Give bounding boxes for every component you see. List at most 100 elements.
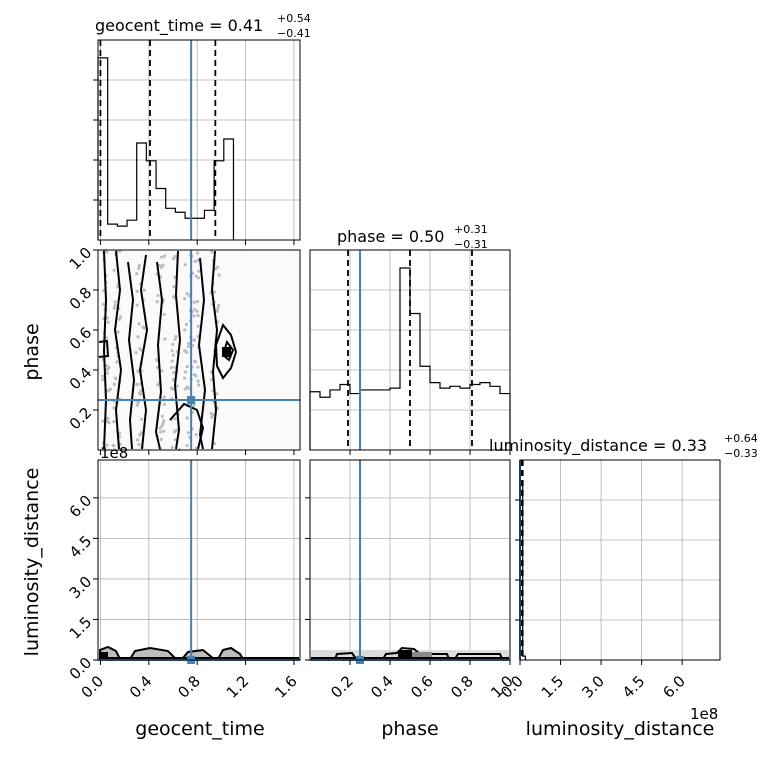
- sample-point-95: [216, 304, 221, 308]
- sample-point-144: [105, 371, 109, 375]
- contour-line-9: [214, 322, 238, 380]
- panel-hist-phase-frame: [309, 249, 511, 451]
- sample-point-107: [160, 369, 164, 373]
- title-luminosity-distance-plus: +0.64: [724, 432, 758, 445]
- sample-point-30: [197, 383, 201, 387]
- x-axis-label-phase: phase: [381, 718, 438, 740]
- sample-point-40: [105, 443, 109, 447]
- sample-point-186: [135, 382, 139, 386]
- sample-point-181: [187, 341, 191, 346]
- sample-point-198: [195, 309, 199, 313]
- sample-point-47: [210, 250, 214, 254]
- sample-point-70: [192, 300, 196, 304]
- sample-point-204: [175, 384, 179, 388]
- sample-point-105: [113, 300, 117, 304]
- p20-ytick-label-2: 3.0: [66, 573, 96, 603]
- sample-point-162: [134, 350, 138, 355]
- sample-point-141: [183, 370, 188, 374]
- contour-line-12: [169, 402, 205, 450]
- panel-2d-distance-geocent-time-ticks: 0.0 0.4 0.8 1.2 1.60.01.53.04.56.0: [66, 491, 301, 701]
- contour-line-1: [102, 250, 108, 450]
- p20-xtick-label-1: 0.4: [126, 672, 156, 702]
- sample-point-120: [101, 302, 105, 306]
- sample-point-171: [159, 265, 164, 269]
- panel-hist-luminosity-distance: 0.0 1.5 3.0 4.5 6.0: [497, 459, 721, 702]
- sample-point-94: [193, 359, 197, 363]
- title-phase-plus: +0.31: [454, 223, 488, 236]
- sample-point-239: [215, 309, 219, 313]
- panel-hist-luminosity-distance-ticks: 0.0 1.5 3.0 4.5 6.0: [497, 499, 689, 702]
- density-contours: [98, 250, 238, 450]
- sample-point-149: [186, 431, 190, 435]
- sample-point-109: [185, 364, 189, 369]
- contour-line-4: [138, 254, 149, 450]
- sample-point-248: [106, 389, 110, 393]
- sample-point-98: [140, 417, 144, 421]
- p20-ytick-label-4: 6.0: [66, 491, 96, 521]
- x-axis-label-geocent-time: geocent_time: [135, 718, 264, 740]
- sample-point-246: [197, 269, 201, 273]
- panel-2d-distance-phase-frame: [309, 459, 511, 661]
- sample-point-156: [173, 417, 177, 421]
- sample-point-155: [159, 437, 163, 442]
- geocent-time-quantile-lines: [99, 40, 217, 240]
- sample-point-77: [183, 328, 187, 332]
- sample-point-73: [113, 376, 117, 380]
- panel-hist-luminosity-distance-frame: [519, 459, 721, 661]
- sample-point-74: [135, 272, 139, 276]
- p20-xtick-label-3: 1.2: [223, 672, 253, 702]
- sample-point-42: [136, 369, 140, 373]
- sample-point-140: [174, 334, 178, 339]
- sample-point-5: [185, 292, 189, 296]
- sample-point-216: [102, 289, 106, 293]
- contour-line-2: [113, 250, 123, 450]
- sample-point-146: [137, 263, 141, 268]
- sample-point-0: [104, 336, 108, 340]
- sample-point-160: [105, 316, 109, 320]
- sample-point-184: [101, 419, 105, 423]
- panel-hist-geocent-time: [93, 39, 301, 245]
- sample-point-218: [137, 322, 141, 326]
- distance-phase-peak: [398, 650, 412, 659]
- p21-xtick-label-3: 0.8: [447, 672, 477, 702]
- sample-point-106: [137, 266, 141, 271]
- sample-point-215: [212, 290, 216, 294]
- sample-point-154: [141, 325, 145, 329]
- panel-2d-distance-geocent-time: 0.0 0.4 0.8 1.2 1.60.01.53.04.56.0: [66, 459, 301, 702]
- sample-point-150: [196, 379, 200, 383]
- title-geocent-time: geocent_time = 0.41 +0.54 −0.41: [95, 12, 311, 40]
- title-luminosity-distance-minus: −0.33: [724, 447, 758, 460]
- sample-point-10: [135, 438, 140, 442]
- sample-point-21: [183, 263, 187, 267]
- panel-2d-distance-phase-grid: [310, 460, 511, 661]
- sample-point-233: [111, 443, 115, 447]
- sample-point-27: [158, 430, 163, 434]
- sample-point-134: [196, 324, 200, 328]
- sample-point-101: [185, 444, 189, 448]
- sample-point-253: [185, 385, 189, 389]
- panel-2d-distance-geocent-time-grid: [98, 460, 300, 661]
- p10-ytick-label-1: 0.4: [66, 364, 96, 394]
- sample-point-174: [194, 374, 198, 378]
- sample-point-118: [192, 403, 196, 407]
- title-luminosity-distance: luminosity_distance = 0.33 +0.64 −0.33: [489, 432, 758, 460]
- p10-ytick-label-2: 0.6: [66, 324, 96, 354]
- y-axis-label-phase: phase: [21, 323, 43, 380]
- sample-point-51: [162, 395, 166, 399]
- sample-point-185: [112, 382, 116, 386]
- sample-point-217: [116, 330, 120, 334]
- sample-point-234: [136, 335, 140, 339]
- distance-phase-shade: [412, 652, 432, 659]
- panel-hist-phase: [309, 249, 511, 455]
- panel-2d-phase-geocent-time: 0.2 0.4 0.6 0.8 1.0: [66, 244, 301, 455]
- sample-point-45: [182, 376, 187, 380]
- sample-point-28: [169, 365, 174, 370]
- sample-point-99: [160, 414, 164, 418]
- sample-point-152: [101, 378, 105, 382]
- sample-point-26: [135, 403, 139, 407]
- title-geocent-time-plus: +0.54: [277, 12, 311, 25]
- sample-point-130: [135, 303, 139, 307]
- sample-point-129: [112, 406, 116, 410]
- sample-point-258: [139, 389, 143, 393]
